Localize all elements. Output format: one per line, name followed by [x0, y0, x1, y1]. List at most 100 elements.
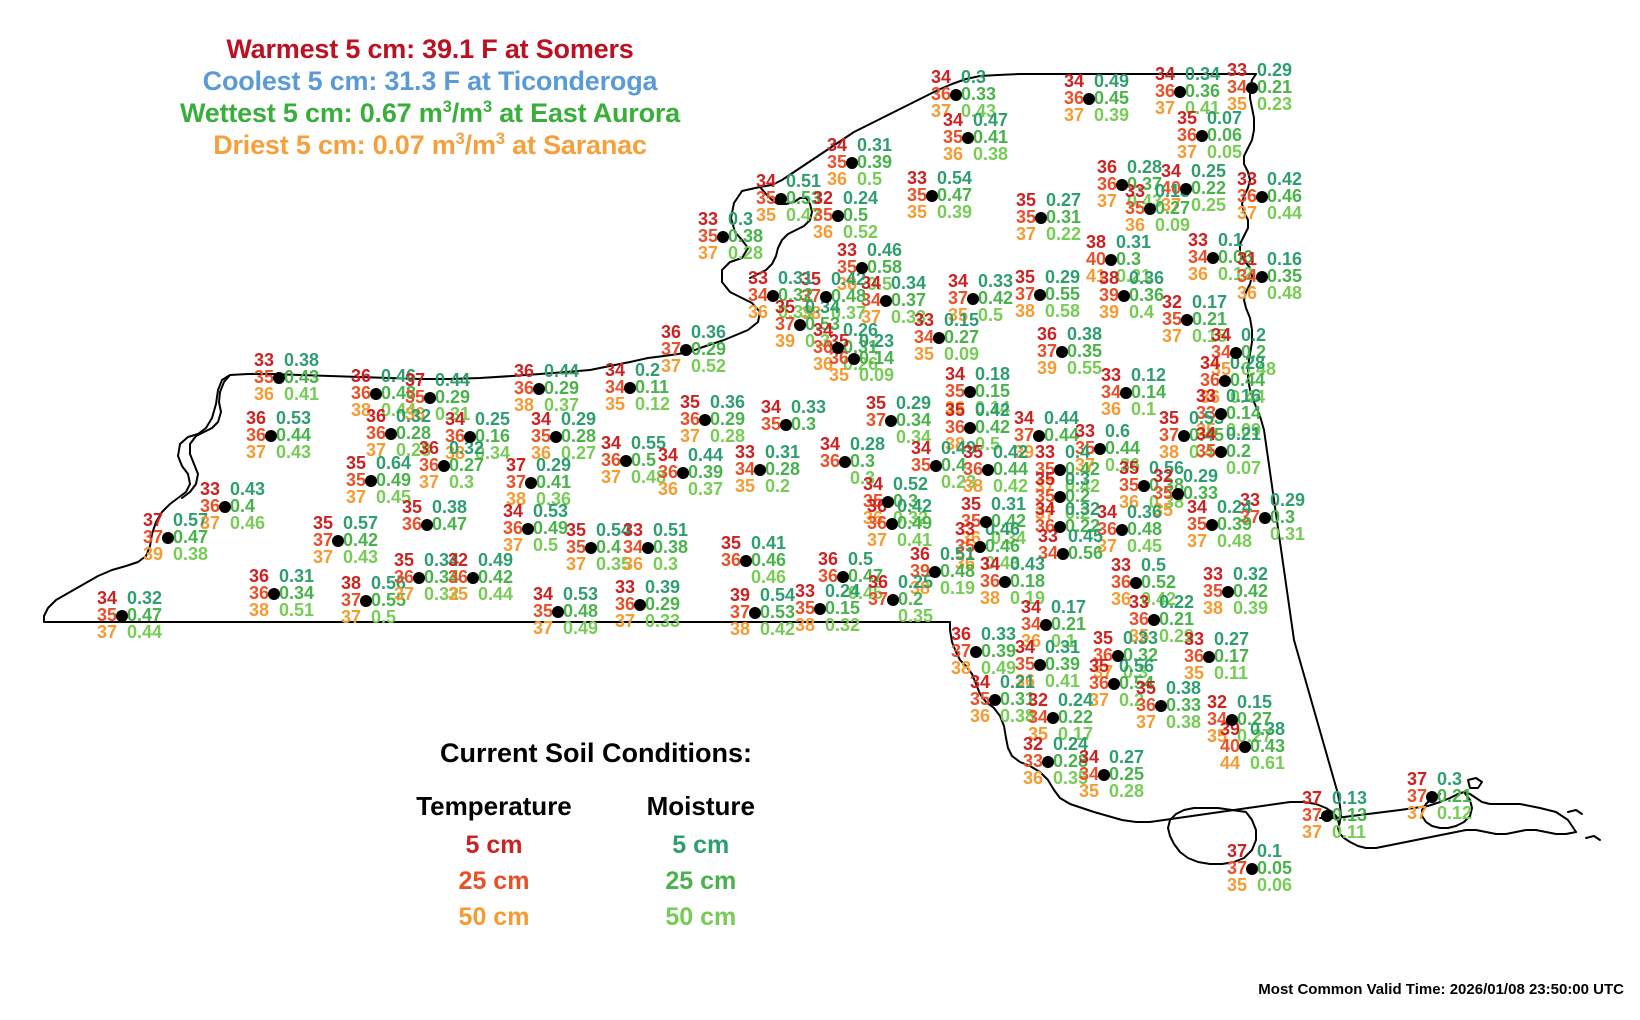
station-dot — [1219, 375, 1231, 387]
moisture-m25: 0.32 — [1123, 645, 1159, 665]
temperature-t25: 35 — [760, 414, 781, 434]
moisture-m50: 0.23 — [941, 472, 977, 492]
station-dot — [1222, 586, 1234, 598]
station-temperature-values: 36 37 — [868, 573, 888, 608]
temperature-t25: 35 — [530, 426, 551, 446]
temperature-t25: 36 — [866, 513, 887, 533]
temperature-t50: 37 — [1034, 476, 1055, 496]
moisture-m50: 0.07 — [1226, 458, 1262, 478]
temperature-t50: 37 — [565, 554, 586, 574]
station-moisture-values: 0.16 0.14 0.09 — [1226, 387, 1261, 439]
moisture-m25: 0.42 — [991, 511, 1027, 531]
temperature-t50: 35 — [1027, 724, 1048, 744]
station-temperature-values: 39 37 38 — [730, 586, 750, 638]
station-dot — [1246, 82, 1258, 94]
station-moisture-values: 0.56 0.38 0.38 — [1149, 459, 1184, 511]
station-temperature-values: 38 40 41 — [1086, 233, 1106, 285]
station-dot — [980, 516, 992, 528]
station-dot — [634, 599, 646, 611]
station-dot — [552, 606, 564, 618]
moisture-m50: 0.39 — [778, 302, 814, 322]
temperature-t5: 33 — [614, 577, 635, 597]
moisture-m5: 0.2 — [1241, 325, 1267, 345]
temperature-t50: 35 — [604, 394, 625, 414]
station-temperature-values: 33 34 35 — [735, 443, 755, 495]
legend-moist-5cm: 5 cm — [672, 831, 730, 859]
moisture-m25: 0.56 — [1068, 543, 1104, 563]
station-dot — [116, 610, 128, 622]
coolest-at: at — [459, 65, 498, 96]
temperature-t50: 38 — [800, 303, 821, 323]
temperature-t25: 36 — [1096, 174, 1117, 194]
temperature-t25: 36 — [1154, 81, 1175, 101]
station-moisture-values: 0.31 0.3 0.21 — [1116, 233, 1151, 285]
temperature-t5: 36 — [1036, 324, 1057, 344]
temperature-t25: 36 — [1110, 572, 1131, 592]
moisture-m50: 0.28 — [1109, 781, 1145, 801]
moisture-m25: 0.3 — [791, 414, 817, 434]
moisture-m50: 0.43 — [985, 553, 1021, 573]
temperature-t25: 36 — [248, 583, 269, 603]
moisture-m25: 0.39 — [981, 641, 1017, 661]
temperature-t50: 37 — [1160, 195, 1181, 215]
temperature-t50: 38 — [962, 476, 983, 496]
moisture-m5: 0.32 — [449, 438, 485, 458]
moisture-m25: 0.28 — [561, 426, 597, 446]
warmest-at: at — [497, 34, 536, 64]
moisture-m5: 0.55 — [631, 433, 667, 453]
station-moisture-values: 0.51 0.48 0.19 — [940, 544, 976, 597]
temperature-t5: 33 — [836, 240, 857, 260]
moisture-m50: 0.11 — [1332, 822, 1367, 842]
moisture-m5: 0.15 — [944, 310, 980, 330]
moisture-m5: 0.45 — [1068, 526, 1104, 546]
station-moisture-values: 0.25 0.22 0.25 — [1191, 162, 1226, 214]
temperature-t5: 34 — [826, 135, 847, 155]
moisture-m5: 0.51 — [940, 544, 976, 564]
moisture-m5: 0.57 — [173, 510, 209, 530]
temperature-t5: 34 — [1078, 747, 1099, 767]
moisture-m25: 0.42 — [978, 288, 1014, 308]
station-moisture-values: 0.57 0.42 0.43 — [343, 514, 378, 566]
station-dot — [1042, 756, 1054, 768]
station-moisture-values: 0.13 0.13 0.11 — [1332, 788, 1368, 842]
station-moisture-values: 0.3 0.21 0.12 — [1437, 770, 1472, 822]
moisture-m25: 0.2 — [898, 589, 924, 609]
moisture-m25: 0.47 — [432, 514, 468, 534]
moisture-m25: 0.05 — [1257, 858, 1293, 878]
station-temperature-values: 34 35 36 — [943, 111, 963, 163]
temperature-t5: 34 — [1020, 597, 1041, 617]
moisture-m25: 0.29 — [645, 594, 681, 614]
moisture-m50: 0.39 — [1233, 598, 1269, 618]
wettest-unit-exp: 3 — [442, 96, 452, 116]
moisture-m25: 0.33 — [1183, 483, 1219, 503]
moisture-m50: 0.5 — [978, 305, 1004, 325]
moisture-m5: 0.13 — [1332, 788, 1368, 808]
temperature-t5: 34 — [600, 433, 621, 453]
moisture-m25: 0.21 — [1192, 309, 1228, 329]
temperature-t50: 36 — [404, 404, 425, 424]
station-temperature-values: 33 36 37 — [200, 480, 220, 532]
temperature-t25: 34 — [1037, 543, 1058, 563]
station-moisture-values: 0.21 0.2 0.07 — [1226, 425, 1262, 478]
moisture-m25: 0.53 — [786, 188, 822, 208]
station-moisture-values: 0.54 0.4 0.35 — [596, 521, 631, 573]
temperature-t5: 33 — [747, 268, 768, 288]
temperature-t50: 35 — [755, 205, 776, 225]
moisture-m5: 0.29 — [896, 393, 932, 413]
station-dot — [1054, 464, 1066, 476]
moisture-m50: 0.3 — [805, 331, 831, 351]
moisture-m50: 0.37 — [544, 395, 580, 415]
station-moisture-values: 0.31 0.32 0.39 — [778, 269, 814, 322]
station-moisture-values: 0.17 0.21 0.15 — [1192, 293, 1228, 345]
temperature-t5: 35 — [565, 520, 586, 540]
temperature-t5: 34 — [947, 271, 968, 291]
station-moisture-values: 0.56 0.54 0.2 — [1119, 657, 1154, 709]
temperature-t25: 39 — [909, 561, 930, 581]
station-temperature-values: 33 34 36 — [1101, 366, 1121, 418]
station-moisture-values: 0.27 0.25 0.28 — [1109, 748, 1145, 801]
moisture-m25: 0.15 — [825, 598, 861, 618]
driest-unit-den-exp: 3 — [495, 128, 505, 148]
moisture-m5: 0.5 — [1141, 555, 1167, 575]
station-moisture-values: 0.57 0.47 0.38 — [173, 510, 209, 563]
legend-temperature-column: Temperature 5 cm 25 cm 50 cm — [416, 791, 572, 935]
